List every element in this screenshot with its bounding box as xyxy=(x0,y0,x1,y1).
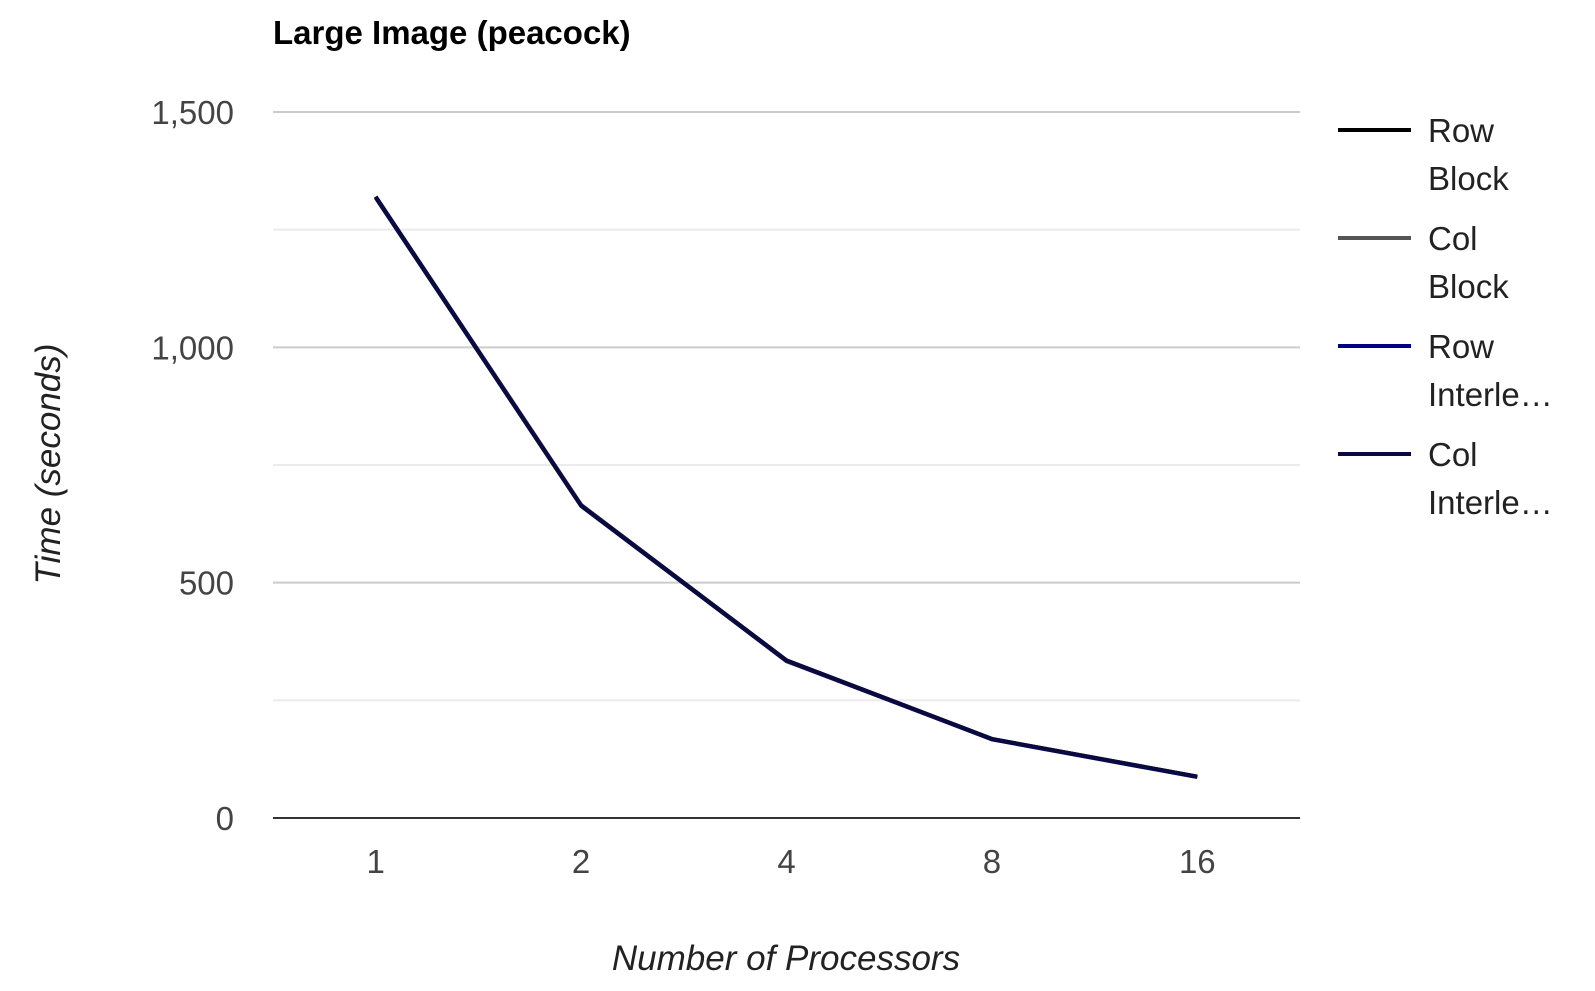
series-line-2 xyxy=(374,195,1198,779)
y-tick-label: 1,000 xyxy=(151,329,234,366)
x-tick-labels: 1 2 4 8 16 xyxy=(367,843,1216,880)
legend-label: Interle… xyxy=(1428,484,1553,521)
x-tick-label: 16 xyxy=(1179,843,1216,880)
legend-item: Row Interle… xyxy=(1338,328,1553,413)
x-tick-label: 4 xyxy=(777,843,795,880)
legend-label: Col xyxy=(1428,436,1478,473)
legend-item: Col Interle… xyxy=(1338,436,1553,521)
y-axis-label: Time (seconds) xyxy=(29,344,68,585)
x-tick-label: 1 xyxy=(367,843,385,880)
legend-label: Block xyxy=(1428,268,1509,305)
y-tick-label: 500 xyxy=(179,565,234,602)
legend: Row Block Col Block Row Interle… Col Interle… xyxy=(1338,112,1553,521)
gridlines xyxy=(273,111,1300,702)
legend-label: Row xyxy=(1428,112,1494,149)
legend-item: Col Block xyxy=(1338,220,1509,305)
legend-label: Col xyxy=(1428,220,1478,257)
x-tick-label: 8 xyxy=(983,843,1001,880)
chart-title: Large Image (peacock) xyxy=(273,14,631,51)
series-lines xyxy=(374,195,1198,780)
series-line-4 xyxy=(374,195,1198,779)
legend-label: Row xyxy=(1428,328,1494,365)
x-axis-label: Number of Processors xyxy=(612,939,960,978)
y-tick-label: 1,500 xyxy=(151,94,234,131)
legend-label: Block xyxy=(1428,160,1509,197)
legend-item: Row Block xyxy=(1338,112,1509,197)
y-tick-labels: 0 500 1,000 1,500 xyxy=(151,94,234,837)
legend-label: Interle… xyxy=(1428,376,1553,413)
x-tick-label: 2 xyxy=(572,843,590,880)
series-line-3 xyxy=(374,196,1198,780)
y-tick-label: 0 xyxy=(216,800,234,837)
series-line-1 xyxy=(374,195,1198,779)
